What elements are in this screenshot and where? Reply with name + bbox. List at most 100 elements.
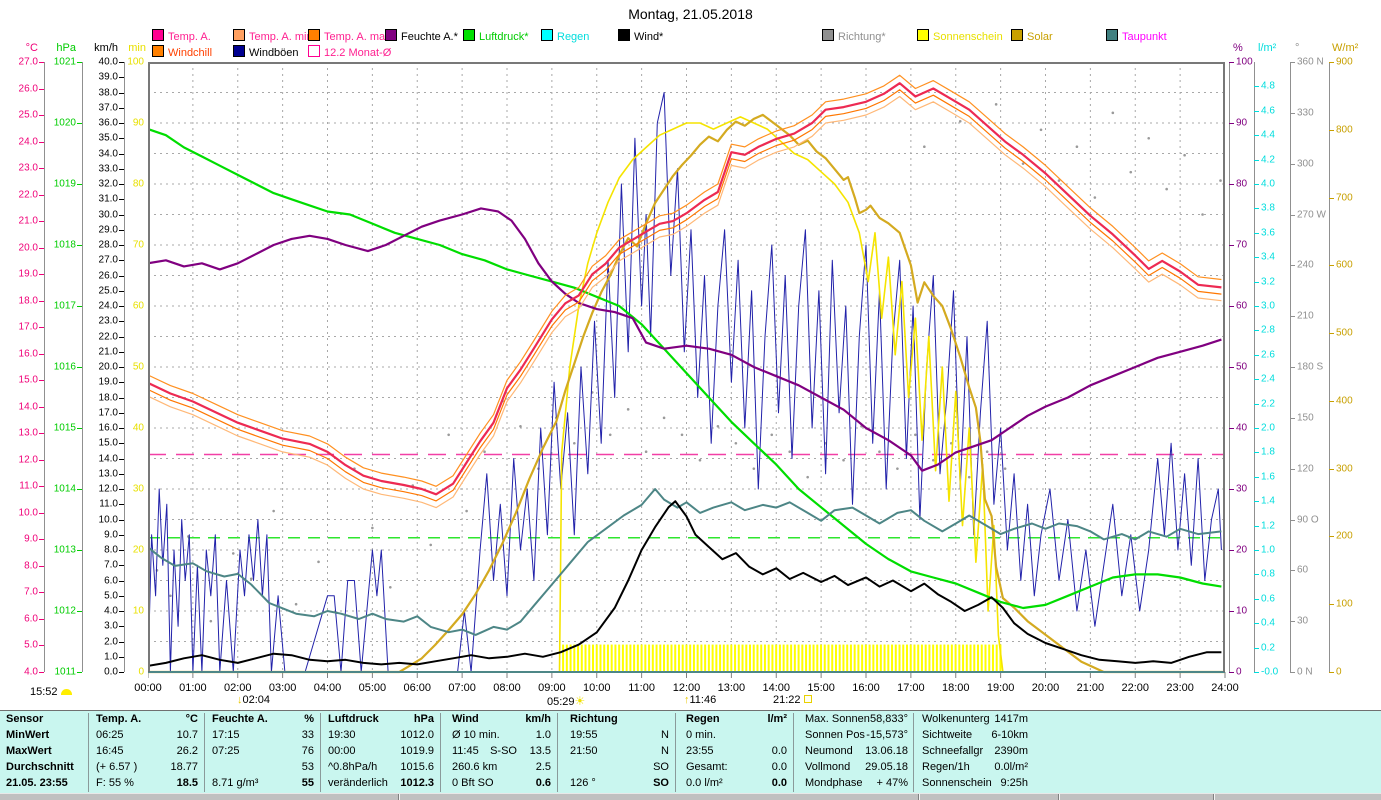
axis-tick-label: 3.0 — [104, 620, 118, 632]
axis-tick-label: 30.0 — [98, 209, 118, 220]
axis-tick-mark — [1254, 403, 1259, 405]
axis-tick-mark — [39, 247, 44, 249]
axis-tick-mark — [119, 351, 124, 353]
series-richtung — [662, 416, 666, 420]
axis-tick-label: 26.0 — [18, 83, 38, 95]
axis-tick-mark — [39, 141, 44, 143]
series-richtung — [573, 441, 576, 445]
series-richtung — [878, 450, 881, 454]
axis-tick-mark — [39, 539, 44, 541]
table-cell: 1012.3 — [400, 777, 434, 789]
axis-rail — [44, 62, 45, 672]
x-axis-label: 14:00 — [762, 682, 791, 694]
table-separator — [793, 713, 794, 792]
legend-item: Solar — [1011, 29, 1053, 43]
square-icon — [803, 695, 812, 703]
axis-tick-label: 200 — [1336, 530, 1353, 542]
table-cell: 1019.9 — [400, 745, 434, 757]
table-row-label: 21.05. 23:55 — [6, 777, 68, 789]
series-richtung — [698, 458, 702, 462]
axis-tick-label: 32.0 — [98, 178, 118, 190]
axis-tick-label: 800 — [1336, 124, 1353, 136]
table-cell: Neumond — [805, 745, 853, 757]
axis-tick-mark — [1229, 428, 1234, 429]
axis-tick-mark — [1329, 265, 1334, 267]
axis-tick-label: 60 — [1297, 564, 1309, 576]
table-cell: 53 — [301, 761, 314, 773]
table-cell: 1.0 — [535, 729, 551, 741]
axis-tick-mark — [39, 274, 44, 276]
table-cell: 0 Bft SO — [452, 777, 494, 789]
axis-tick-mark — [1254, 452, 1259, 454]
table-cell: 26.2 — [176, 745, 198, 757]
legend-label: Taupunkt — [1122, 31, 1167, 43]
axis-tick-label: 10 — [1236, 605, 1248, 617]
table-cell: 33 — [301, 729, 314, 741]
axis-tick-label: 0.6 — [1261, 593, 1275, 605]
axis-tick-mark — [39, 168, 44, 170]
legend-label: Temp. A. — [168, 31, 211, 43]
marker-half-sun: 15:52 — [30, 686, 72, 698]
axis-tick-label: 8.0 — [24, 560, 38, 572]
axis-tick-label: 14.0 — [18, 401, 38, 413]
axis-tick-label: 40.0 — [98, 56, 118, 68]
axis-tick-label: 0 — [1236, 666, 1242, 678]
axis-tick-label: 17.0 — [18, 321, 38, 333]
series-richtung — [788, 450, 792, 454]
series-richtung — [1075, 145, 1079, 149]
table-cell: 0.0 — [771, 761, 787, 773]
axis-tick-mark — [119, 458, 124, 460]
axis-tick-mark — [1329, 400, 1334, 402]
table-cell: Schneefallgr — [922, 745, 984, 757]
legend-item: Taupunkt — [1106, 29, 1167, 43]
legend-swatch-temp-a-max — [308, 29, 320, 41]
axis-tick-mark — [119, 672, 124, 673]
series-richtung — [371, 526, 374, 530]
axis-tick-mark — [77, 123, 82, 124]
legend-label: Windchill — [168, 47, 213, 59]
marker-time: 21:22 — [773, 694, 801, 706]
axis-tick-label: 20.0 — [98, 361, 118, 373]
axis-tick-label: 7.0 — [24, 586, 38, 598]
axis-tick-label: 17.0 — [98, 407, 118, 419]
axis-tick-mark — [1329, 672, 1334, 673]
series-richtung — [806, 475, 809, 479]
axis-tick-mark — [1254, 525, 1259, 527]
table-col-header: Feuchte A. — [212, 713, 268, 725]
axis-tick-label: 5.0 — [104, 590, 118, 602]
series-richtung — [1111, 111, 1115, 115]
axis-tick-mark — [119, 519, 124, 521]
axis-tick-label: 2.6 — [1261, 349, 1275, 361]
legend-swatch-temp-a- — [152, 29, 164, 41]
axis-tick-label: 21.0 — [18, 215, 38, 227]
arrow-down-icon: ↓ — [237, 694, 243, 706]
table-cell: 76 — [301, 745, 314, 757]
axis-tick-mark — [119, 123, 124, 124]
axis-tick-label: 6.0 — [104, 575, 118, 586]
table-cell: 10.7 — [176, 729, 198, 741]
axis-tick-label: 80 — [132, 178, 144, 190]
table-separator — [557, 713, 558, 792]
axis-tick-label: 50 — [1236, 361, 1248, 373]
series-richtung — [272, 509, 275, 513]
table-row-label: Durchschnitt — [6, 761, 74, 773]
axis-tick-mark — [1254, 354, 1259, 356]
axis-tick-label: 26.0 — [98, 270, 118, 281]
axis-tick-mark — [1254, 550, 1259, 551]
table-cell: Sichtweite — [922, 729, 973, 741]
x-axis-label: 18:00 — [941, 682, 970, 694]
axis-tick-mark — [77, 306, 82, 307]
axis-tick-mark — [119, 367, 124, 368]
statusbar-divider — [1058, 794, 1060, 800]
axis-rail — [1254, 62, 1255, 672]
plot-area — [147, 62, 1229, 686]
axis-tick-mark — [119, 656, 124, 658]
table-col-unit: l/m² — [767, 713, 787, 725]
table-row-label: MinWert — [6, 729, 50, 741]
legend-label: Regen — [557, 31, 590, 43]
table-cell: Wolkenunterg — [922, 713, 990, 725]
legend-label: Windböen — [249, 47, 299, 59]
axis-tick-mark — [119, 92, 124, 94]
series-richtung — [680, 433, 684, 437]
axis-tick-mark — [1290, 163, 1295, 165]
